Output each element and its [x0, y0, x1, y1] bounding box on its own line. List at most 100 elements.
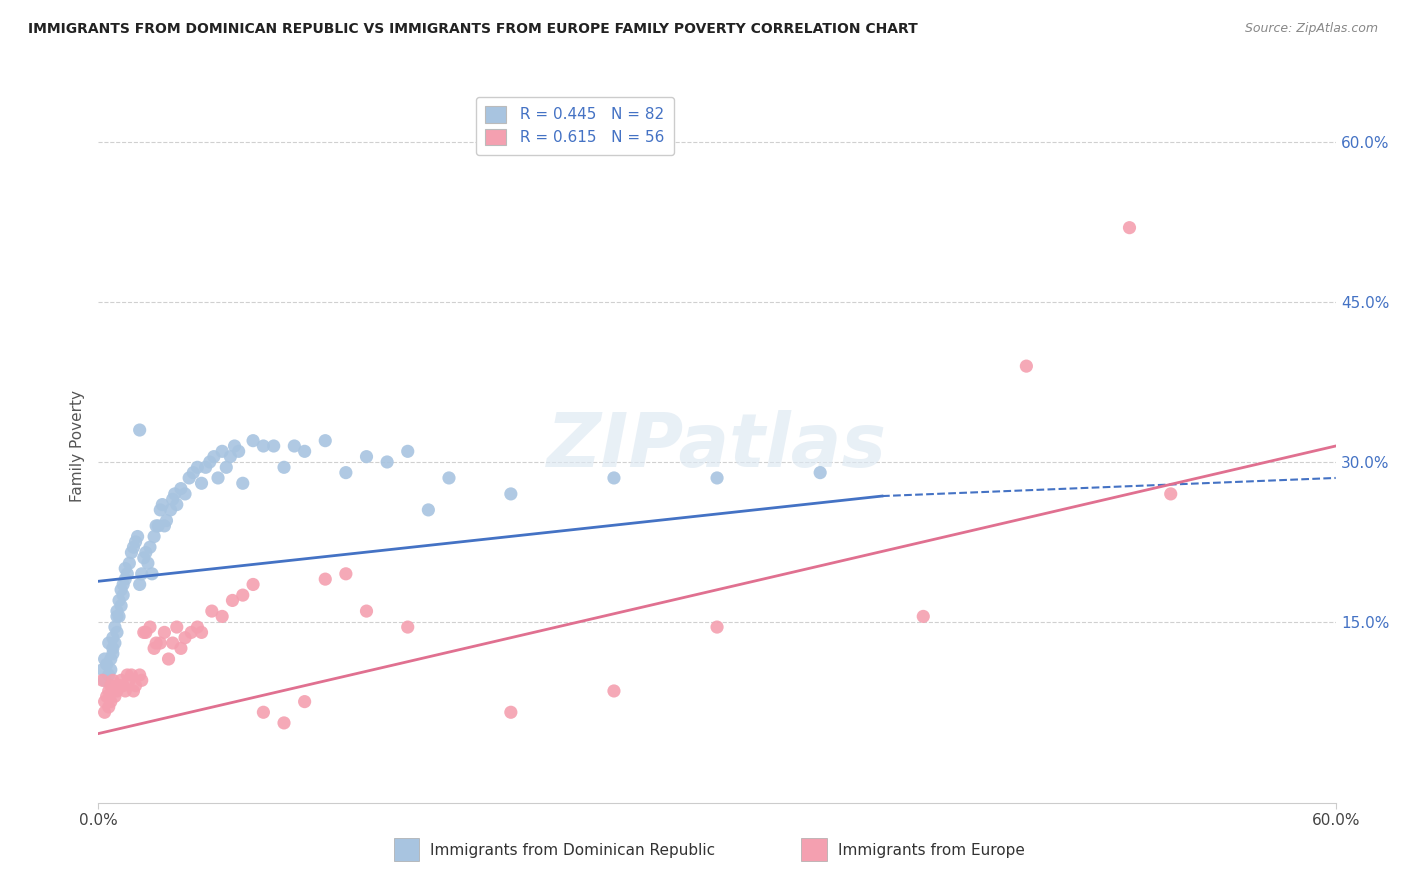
Point [114, 561, 136, 575]
Point [228, 444, 250, 458]
Point [97, 636, 120, 650]
Point [122, 684, 145, 698]
Point [194, 460, 217, 475]
Point [105, 625, 128, 640]
Point [145, 519, 167, 533]
Point [706, 620, 728, 634]
Point [149, 503, 172, 517]
Point [97, 684, 120, 698]
Point [110, 582, 132, 597]
Legend:  R = 0.445   N = 82,  R = 0.615   N = 56: R = 0.445 N = 82, R = 0.615 N = 56 [475, 97, 673, 154]
Point [273, 460, 295, 475]
Point [356, 604, 378, 618]
Point [215, 460, 238, 475]
Point [117, 668, 139, 682]
Point [105, 609, 128, 624]
Point [211, 444, 233, 458]
Y-axis label: Family Poverty: Family Poverty [70, 390, 86, 502]
Point [120, 545, 142, 559]
Point [124, 679, 146, 693]
Point [232, 476, 254, 491]
Point [120, 668, 142, 682]
Point [97, 668, 120, 682]
Point [91, 663, 114, 677]
Point [273, 715, 295, 730]
Point [166, 620, 188, 634]
Point [128, 668, 150, 682]
Text: Immigrants from Europe: Immigrants from Europe [838, 843, 1025, 858]
Point [97, 700, 120, 714]
Point [252, 439, 274, 453]
Point [224, 439, 246, 453]
Point [219, 450, 242, 464]
Text: Source: ZipAtlas.com: Source: ZipAtlas.com [1244, 22, 1378, 36]
Point [603, 471, 626, 485]
Point [163, 487, 186, 501]
Point [131, 673, 153, 688]
Point [114, 684, 136, 698]
Point [100, 652, 122, 666]
Point [128, 577, 150, 591]
Point [232, 588, 254, 602]
Point [96, 657, 118, 672]
Point [150, 498, 173, 512]
Point [162, 636, 184, 650]
Point [202, 450, 225, 464]
Point [808, 466, 831, 480]
Point [706, 471, 728, 485]
Point [122, 540, 145, 554]
Point [135, 545, 157, 559]
Point [242, 434, 264, 448]
Point [105, 684, 128, 698]
Point [335, 466, 357, 480]
Point [335, 566, 357, 581]
Point [145, 636, 167, 650]
Point [149, 636, 172, 650]
Point [201, 604, 224, 618]
Point [100, 679, 122, 693]
Point [148, 519, 170, 533]
Point [211, 609, 233, 624]
Point [100, 663, 122, 677]
Point [190, 476, 212, 491]
Point [499, 487, 522, 501]
Point [180, 625, 202, 640]
Point [159, 503, 181, 517]
Point [131, 566, 153, 581]
Point [166, 498, 188, 512]
Text: IMMIGRANTS FROM DOMINICAN REPUBLIC VS IMMIGRANTS FROM EUROPE FAMILY POVERTY CORR: IMMIGRANTS FROM DOMINICAN REPUBLIC VS IM… [28, 22, 918, 37]
Point [104, 690, 127, 704]
Point [1160, 487, 1182, 501]
Point [139, 540, 162, 554]
Point [114, 572, 136, 586]
Point [105, 604, 128, 618]
Point [91, 673, 114, 688]
Point [132, 625, 155, 640]
Point [190, 625, 212, 640]
Point [499, 706, 522, 720]
Point [128, 423, 150, 437]
Point [96, 690, 118, 704]
Point [1015, 359, 1038, 373]
Point [162, 492, 184, 507]
Point [110, 599, 132, 613]
Point [170, 482, 193, 496]
Point [132, 550, 155, 565]
Point [174, 631, 197, 645]
Point [93, 652, 115, 666]
Point [1118, 220, 1140, 235]
Text: Immigrants from Dominican Republic: Immigrants from Dominican Republic [430, 843, 716, 858]
Point [93, 706, 115, 720]
Point [170, 641, 193, 656]
Point [186, 460, 208, 475]
Point [242, 577, 264, 591]
Point [356, 450, 378, 464]
Point [221, 593, 243, 607]
Point [93, 673, 115, 688]
Point [127, 529, 149, 543]
Point [157, 652, 180, 666]
Point [252, 706, 274, 720]
Point [181, 466, 204, 480]
Point [437, 471, 460, 485]
Point [396, 444, 419, 458]
